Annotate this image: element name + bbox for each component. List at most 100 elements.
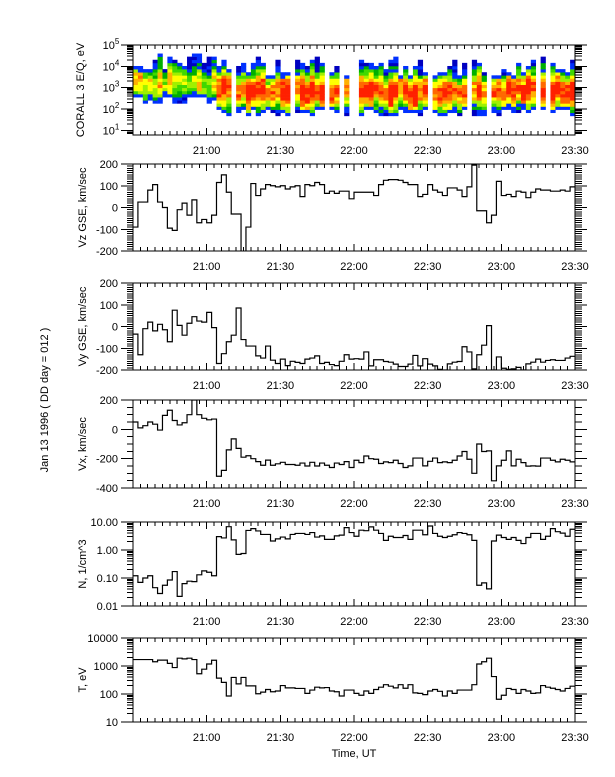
- spectrogram-cell: [196, 65, 203, 70]
- spectrogram-cell: [442, 72, 448, 76]
- spectrogram-cell: [245, 78, 252, 82]
- spectrogram-cell: [172, 75, 178, 79]
- spectrogram-cell: [550, 65, 556, 70]
- spectrogram-cell: [378, 87, 384, 92]
- spectrogram-cell: [540, 59, 546, 64]
- spectrogram-cell: [255, 90, 261, 95]
- spectrogram-cell: [412, 109, 419, 114]
- spectrogram-cell: [216, 81, 222, 85]
- spectrogram-cell: [525, 94, 532, 98]
- spectrogram-cell: [334, 106, 340, 110]
- spectrogram-cell: [260, 84, 266, 89]
- spectrogram-cell: [491, 94, 497, 98]
- spectrogram-cell: [388, 109, 394, 114]
- spectrogram-cell: [329, 78, 335, 82]
- spectrogram-cell: [196, 90, 203, 95]
- spectrogram-cell: [285, 97, 291, 101]
- spectrogram-cell: [137, 90, 144, 95]
- spectrogram-cell: [476, 90, 482, 95]
- spectrogram-cell: [201, 87, 207, 92]
- spectrogram-cell: [471, 90, 478, 95]
- spectrogram-cell: [516, 90, 522, 95]
- date-side-label: Jan 13 1996 ( DD day = 012 ): [39, 328, 51, 473]
- x-tick-label: 22:30: [414, 616, 442, 628]
- spectrogram-cell: [555, 87, 561, 92]
- spectrogram-cell: [363, 84, 370, 89]
- spectrogram-cell: [196, 72, 203, 76]
- spectrogram-cell: [511, 100, 517, 104]
- spectrogram-cell: [191, 84, 198, 89]
- spectrogram-cell: [520, 87, 527, 92]
- spectrogram-cell: [491, 84, 497, 89]
- spectrogram-cell: [383, 84, 389, 89]
- spectrogram-cell: [398, 90, 404, 95]
- spectrogram-cell: [378, 112, 384, 117]
- spectrogram-cell: [216, 69, 222, 73]
- spectrogram-cell: [245, 100, 252, 104]
- spectrogram-cell: [501, 69, 507, 73]
- spectrogram-cell: [201, 81, 207, 85]
- spectrogram-cell: [368, 106, 374, 110]
- panel-n: 21:00 21:30 22:00 22:30 23:00 23:30 10.00 1.00 0…: [77, 517, 589, 628]
- spectrogram-cell: [530, 65, 537, 70]
- spectrogram-cell: [221, 62, 227, 67]
- spectrogram-cell: [226, 106, 232, 110]
- spectrogram-cell: [329, 100, 335, 104]
- spectrogram-cell: [187, 65, 193, 70]
- spectrogram-cell: [442, 90, 448, 95]
- spectrogram-cell: [555, 97, 561, 101]
- x-tick-label: 22:00: [340, 145, 368, 157]
- spectrogram-cell: [201, 78, 207, 82]
- spectrogram-cell: [177, 69, 183, 73]
- spectrogram-cell: [565, 87, 571, 92]
- spectrogram-cell: [555, 78, 561, 82]
- spectrogram-cell: [221, 87, 227, 92]
- x-tick-label: 23:30: [561, 261, 589, 273]
- spectrogram-cell: [471, 72, 478, 76]
- spectrogram-cell: [368, 62, 374, 67]
- spectrogram-cell: [319, 90, 325, 95]
- spectrogram-cell: [167, 72, 173, 76]
- spectrogram-cell: [378, 81, 384, 85]
- spectrogram-cell: [471, 112, 478, 117]
- spectrogram-cell: [560, 69, 566, 73]
- spectrogram-cell: [506, 100, 512, 104]
- spectrogram-cell: [157, 53, 163, 57]
- spectrogram-cell: [147, 97, 153, 101]
- spectrogram-cell: [570, 75, 575, 79]
- spectrogram-cell: [481, 100, 487, 104]
- spectrogram-cell: [388, 100, 394, 104]
- spectrogram-cell: [383, 109, 389, 114]
- spectrogram-cell: [270, 100, 276, 104]
- spectrogram-cell: [133, 65, 139, 70]
- spectrogram-cell: [358, 90, 365, 95]
- spectrogram-cell: [570, 103, 575, 107]
- spectrogram-cell: [417, 112, 424, 117]
- spectrogram-cell: [182, 75, 188, 79]
- y-tick-label: 200: [100, 159, 118, 171]
- spectrogram-cell: [555, 100, 561, 104]
- y-tick-label: 100: [100, 689, 118, 701]
- spectrogram-cell: [314, 56, 320, 61]
- spectrogram-cell: [511, 106, 517, 110]
- spectrogram-cell: [412, 97, 419, 101]
- spectrogram-cell: [319, 106, 325, 110]
- x-tick-label: 22:30: [414, 732, 442, 744]
- spectrogram-cell: [319, 94, 325, 98]
- spectrogram-cell: [408, 75, 414, 79]
- y-tick-exponent: 4: [115, 58, 120, 67]
- panel-vz: 21:00 21:30 22:00 22:30 23:00 23:30 200 100 0 -10…: [77, 159, 589, 273]
- spectrogram-cell: [201, 65, 207, 70]
- spectrogram-cell: [481, 94, 487, 98]
- spectrogram-cell: [334, 78, 340, 82]
- spectrogram-cell: [260, 103, 266, 107]
- spectrogram-cell: [520, 78, 527, 82]
- spectrogram-cell: [550, 78, 556, 82]
- spectrogram-cell: [172, 81, 178, 85]
- spectrogram-cell: [501, 90, 507, 95]
- spectrogram-cell: [250, 97, 257, 101]
- spectrogram-cell: [363, 90, 370, 95]
- spectrogram-cell: [275, 87, 281, 92]
- spectrogram-cell: [275, 106, 281, 110]
- y-tick-exponent: 3: [115, 80, 120, 89]
